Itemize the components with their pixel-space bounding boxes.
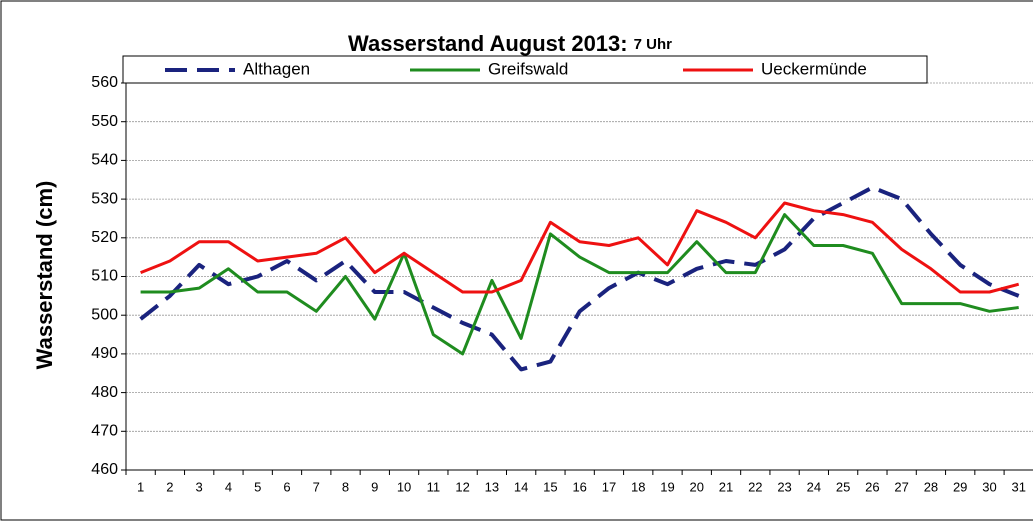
x-tick-label: 1 [137,479,144,494]
x-tick-label: 21 [719,479,733,494]
series-line [139,185,1020,372]
y-tick-label: 490 [91,345,118,362]
x-tick-label: 13 [485,479,499,494]
x-tick-label: 30 [982,479,996,494]
x-tick-label: 5 [254,479,261,494]
x-tick-label: 26 [865,479,879,494]
x-tick-label: 15 [543,479,557,494]
x-tick-label: 4 [225,479,232,494]
y-tick-label: 460 [91,461,118,478]
x-tick-label: 20 [690,479,704,494]
x-tick-label: 19 [660,479,674,494]
x-tick-label: 2 [166,479,173,494]
chart-subtitle: 7 Uhr [634,36,673,53]
x-tick-label: 24 [807,479,821,494]
y-tick-label: 510 [91,268,118,285]
y-axis-label: Wasserstand (cm) [32,181,57,370]
y-tick-label: 550 [91,113,118,130]
y-tick-label: 480 [91,384,118,401]
chart-title: Wasserstand August 2013: [348,31,628,56]
y-tick-label: 560 [91,74,118,91]
y-tick-label: 500 [91,306,118,323]
x-tick-label: 7 [313,479,320,494]
x-tick-label: 9 [371,479,378,494]
x-tick-label: 25 [836,479,850,494]
x-tick-label: 28 [924,479,938,494]
x-tick-label: 16 [572,479,586,494]
legend-box [122,55,928,84]
series-line [140,201,1020,294]
x-tick-label: 14 [514,479,528,494]
x-tick-label: 11 [427,479,441,494]
x-tick-label: 27 [894,479,908,494]
x-tick-label: 12 [455,479,469,494]
x-tick-label: 22 [748,479,762,494]
x-tick-label: 6 [283,479,290,494]
x-tick-label: 23 [777,479,791,494]
legend-label: Ueckermünde [761,59,867,78]
x-tick-label: 31 [1012,479,1026,494]
y-tick-label: 540 [91,152,118,169]
x-tick-label: 18 [631,479,645,494]
y-tick-label: 530 [91,190,118,207]
y-tick-label: 520 [91,229,118,246]
legend-label: Althagen [243,59,310,78]
x-tick-label: 29 [953,479,967,494]
y-tick-label: 470 [91,423,118,440]
chart-title-group: Wasserstand August 2013: 7 Uhr [348,31,672,56]
x-tick-label: 3 [196,479,203,494]
legend-label: Greifswald [488,59,568,78]
x-tick-label: 10 [397,479,411,494]
series-line [140,213,1019,356]
x-tick-label: 8 [342,479,349,494]
x-tick-label: 17 [602,479,616,494]
